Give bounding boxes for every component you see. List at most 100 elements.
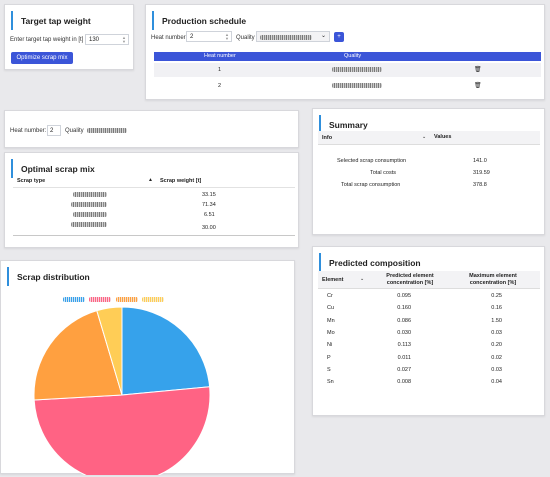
max-cell: 0.16 — [491, 305, 502, 312]
scrap-distribution-card: Scrap distribution — [0, 260, 295, 475]
header-divider — [13, 187, 295, 188]
summary-card: Summary Info ⌄ Values Selected scrap con… — [312, 108, 545, 235]
predicted-cell: 0.008 — [397, 379, 411, 386]
heat-cell: 2 — [218, 83, 222, 89]
scrap-type-redacted — [71, 202, 107, 207]
legend-item — [142, 297, 165, 302]
table-row: 1 🗑 — [154, 63, 541, 77]
max-cell: 0.25 — [491, 293, 502, 299]
footer-divider — [13, 235, 295, 236]
col-quality: Quality — [344, 53, 362, 59]
add-heat-button[interactable]: + — [334, 32, 344, 42]
predicted-cell: 0.095 — [397, 293, 411, 299]
sort-icon[interactable]: ⌄ — [422, 134, 427, 140]
max-cell: 0.04 — [491, 379, 502, 386]
sort-icon[interactable]: ⌄ — [360, 276, 365, 282]
stepper-icon[interactable]: ▲ ▼ — [122, 35, 126, 44]
heat-info-heat-input[interactable]: 2 — [47, 125, 61, 136]
summary-header: Info ⌄ Values — [318, 131, 540, 145]
pie-slice[interactable] — [33, 386, 211, 475]
production-schedule-title: Production schedule — [152, 11, 544, 30]
summary-value: 141.0 — [473, 158, 487, 164]
element-cell: S — [327, 366, 331, 373]
target-weight-label: Enter target tap weight in [t] — [10, 37, 84, 43]
predicted-cell: 0.086 — [397, 317, 411, 324]
element-cell: Sn — [327, 379, 334, 386]
schedule-quality-label: Quality — [236, 35, 255, 41]
composition-header: Element ⌄ Predicted element concentratio… — [318, 271, 540, 289]
trash-icon[interactable]: 🗑 — [474, 67, 482, 73]
target-weight-value: 130 — [89, 37, 100, 43]
schedule-table-header: Heat number Quality — [154, 52, 541, 61]
col-heat-number: Heat number — [204, 53, 236, 59]
element-cell: P — [327, 354, 331, 361]
schedule-heat-label: Heat number: — [151, 35, 188, 41]
col-values: Values — [434, 134, 452, 140]
col-scrap-type: Scrap type — [17, 178, 46, 184]
production-schedule-card: Production schedule Heat number: 2 ▲ ▼ Qu… — [145, 4, 545, 100]
legend-item — [89, 297, 112, 302]
element-cell: Cr — [327, 293, 333, 299]
chevron-down-icon: ⌄ — [320, 33, 326, 39]
chart-legend — [63, 289, 165, 302]
pie-slice[interactable] — [121, 306, 211, 396]
schedule-quality-select[interactable]: ⌄ — [256, 31, 330, 42]
col-max: Maximum element concentration [%] — [469, 273, 517, 286]
predicted-composition-title: Predicted composition — [319, 253, 544, 272]
scrap-weight-cell: 6.51 — [204, 212, 215, 218]
schedule-heat-value: 2 — [190, 34, 194, 40]
summary-value: 378.8 — [473, 182, 487, 188]
predicted-cell: 0.027 — [397, 366, 411, 373]
quality-redacted — [332, 67, 382, 72]
schedule-heat-input[interactable]: 2 ▲ ▼ — [186, 31, 232, 42]
pie-slice[interactable] — [33, 310, 123, 401]
col-info: Info — [322, 135, 333, 141]
summary-value: 319.59 — [473, 170, 490, 176]
col-element: Element — [322, 277, 344, 283]
pie-chart — [33, 306, 211, 475]
optimal-scrap-mix-card: Optimal scrap mix Scrap type ▲ Scrap wei… — [4, 152, 299, 248]
max-cell: 0.20 — [491, 342, 502, 349]
sort-icon[interactable]: ▲ — [148, 177, 153, 183]
predicted-composition-card: Predicted composition Element ⌄ Predicte… — [312, 246, 545, 416]
element-cell: Cu — [327, 305, 335, 312]
quality-redacted — [260, 35, 312, 40]
scrap-type-redacted — [71, 222, 107, 227]
scrap-distribution-title: Scrap distribution — [7, 267, 294, 286]
optimal-scrap-mix-title: Optimal scrap mix — [11, 159, 298, 178]
max-cell: 0.02 — [491, 354, 502, 361]
summary-label: Selected scrap consumption — [337, 158, 407, 164]
scrap-type-redacted — [73, 212, 107, 217]
table-row: 2 🗑 — [154, 79, 541, 93]
scrap-type-redacted — [73, 192, 107, 197]
summary-title: Summary — [319, 115, 544, 134]
stepper-icon[interactable]: ▲ ▼ — [225, 32, 229, 41]
summary-label: Total scrap consumption — [341, 182, 401, 188]
legend-item — [115, 297, 138, 302]
col-predicted: Predicted element concentration [%] — [386, 273, 434, 286]
heat-info-card: Heat number: 2 Quality — [4, 110, 299, 148]
max-cell: 1.50 — [491, 317, 502, 324]
scrap-weight-cell: 71.34 — [202, 202, 216, 208]
legend-item — [63, 297, 85, 302]
scrap-weight-cell: 30.00 — [202, 225, 216, 231]
heat-info-heat-label: Heat number: — [10, 128, 47, 134]
quality-redacted — [332, 83, 382, 88]
quality-redacted — [87, 128, 127, 133]
trash-icon[interactable]: 🗑 — [474, 83, 482, 89]
element-cell: Mo — [327, 329, 335, 336]
target-tap-weight-card: Target tap weight Enter target tap weigh… — [4, 4, 134, 70]
heat-cell: 1 — [218, 67, 222, 73]
predicted-cell: 0.030 — [397, 329, 411, 336]
element-cell: Ni — [327, 342, 333, 349]
col-scrap-weight: Scrap weight [t] — [160, 178, 202, 184]
scrap-weight-cell: 33.15 — [202, 192, 216, 198]
target-weight-input[interactable]: 130 ▲ ▼ — [85, 34, 129, 45]
max-cell: 0.03 — [491, 329, 502, 336]
heat-info-quality-label: Quality — [65, 128, 84, 134]
optimize-scrap-mix-button[interactable]: Optimize scrap mix — [11, 52, 73, 64]
heat-info-heat-value: 2 — [50, 128, 54, 134]
pie-slice[interactable] — [96, 306, 123, 396]
max-cell: 0.03 — [491, 366, 502, 373]
summary-label: Total costs — [370, 170, 396, 176]
